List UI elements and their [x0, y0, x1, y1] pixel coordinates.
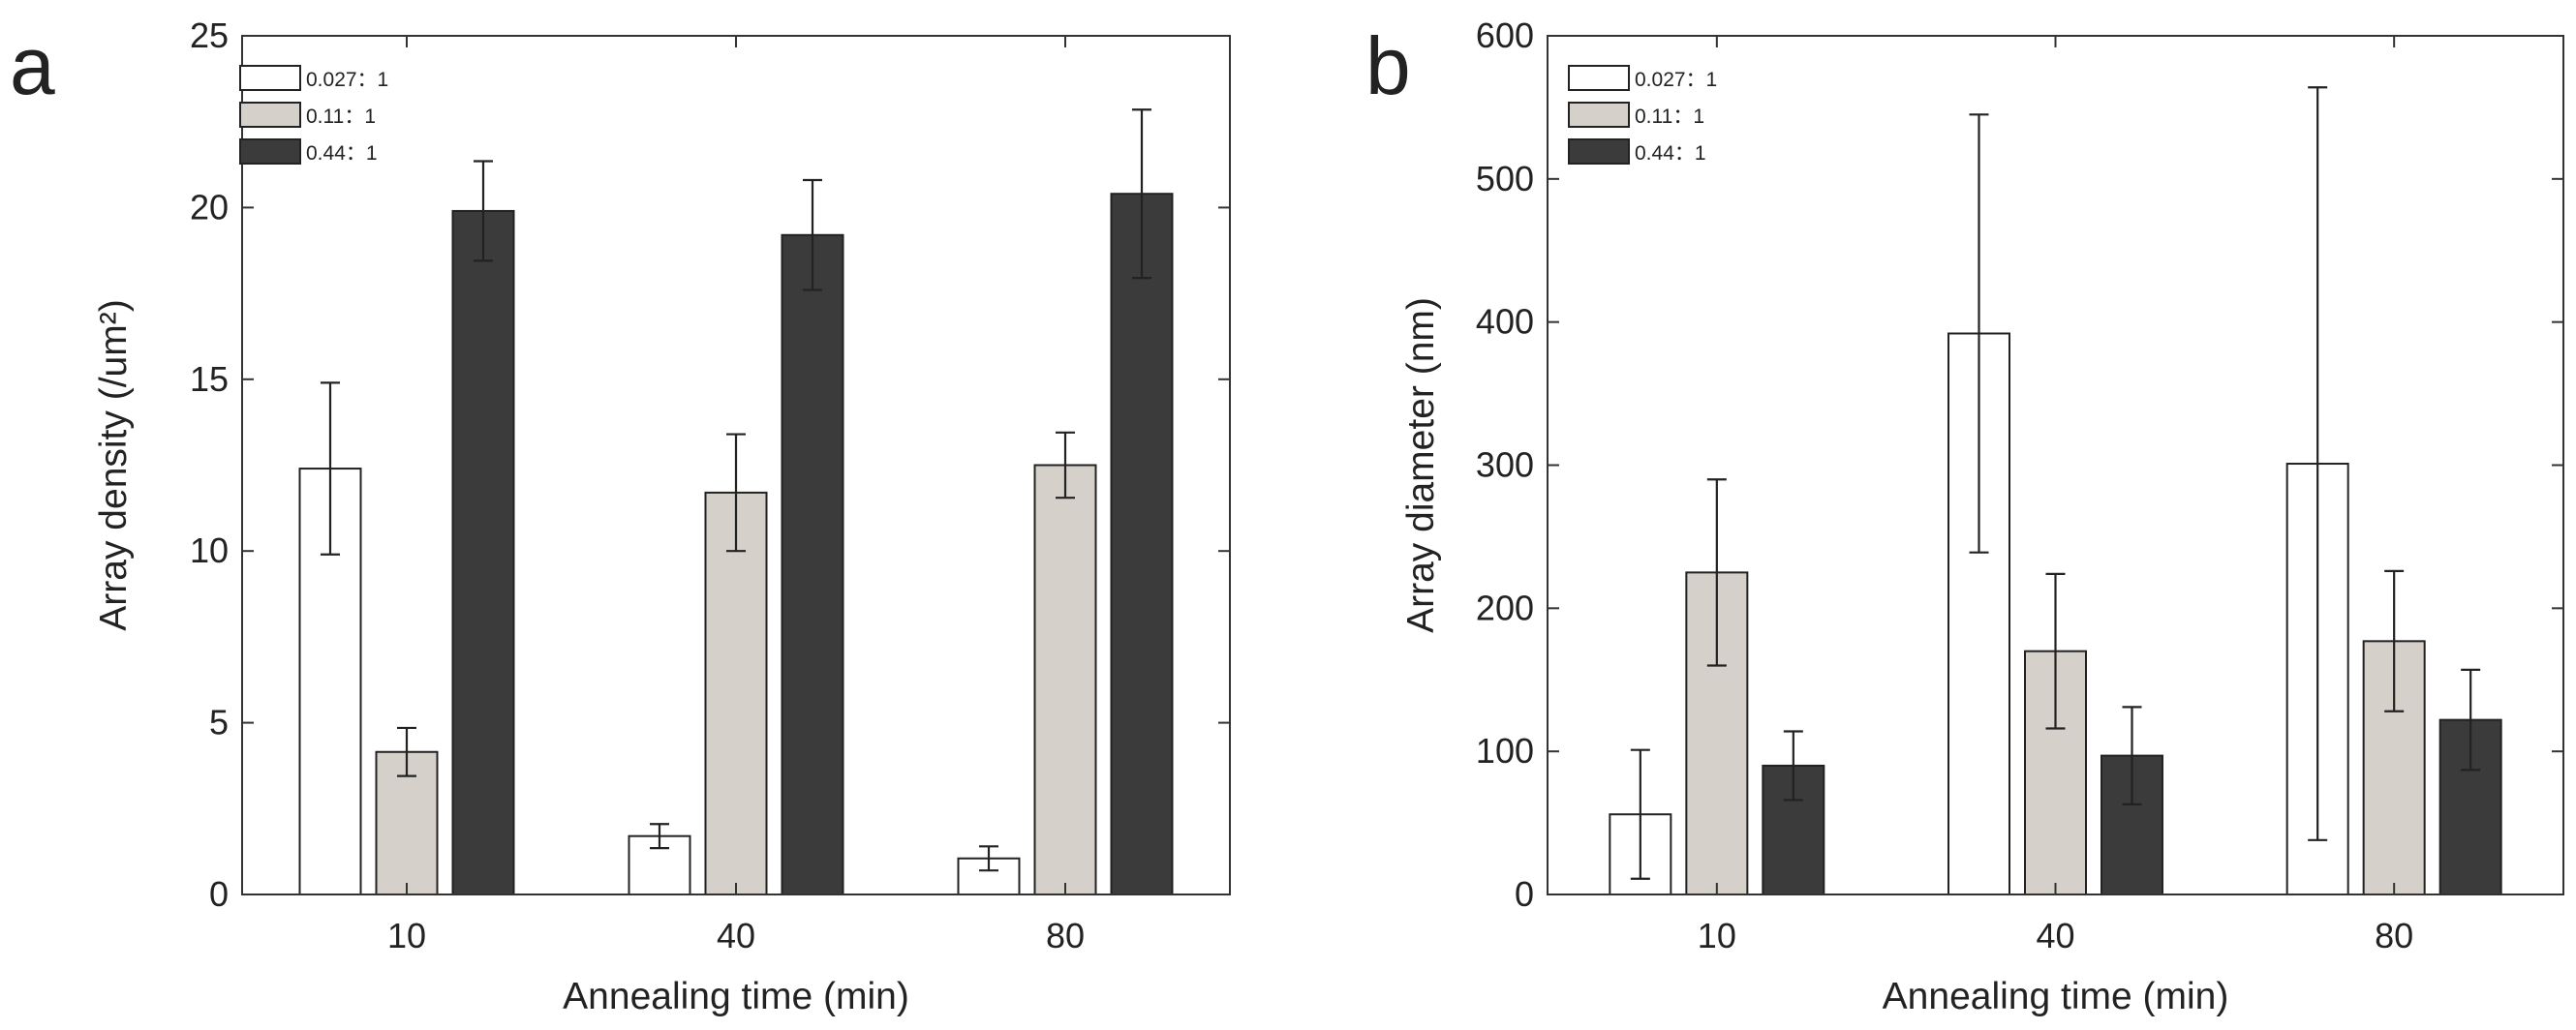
error-bar-10min-series3 [1783, 730, 1803, 802]
error-bar-10min-series1 [1630, 748, 1650, 880]
error-bar-80min-series3 [2461, 668, 2481, 772]
y-axis-title: Array density (/um²) [93, 299, 135, 630]
x-tick-label: 40 [717, 916, 755, 955]
bar-10min-series2 [375, 750, 439, 895]
legend-label-series2: 0.11：1 [306, 106, 376, 128]
y-tick-label: 0 [209, 874, 229, 914]
error-bar-10min-series2 [397, 726, 416, 777]
error-bar-80min-series2 [1056, 431, 1075, 500]
x-axis-title: Annealing time (min) [1883, 976, 2229, 1017]
y-tick-label: 600 [1476, 15, 1534, 55]
legend-swatch-series3 [1568, 138, 1630, 165]
y-tick-label: 200 [1476, 588, 1534, 627]
error-bar-40min-series1 [1969, 113, 1989, 554]
bar-10min-series3 [451, 209, 515, 895]
error-bar-10min-series2 [1706, 478, 1727, 667]
y-tick-label: 500 [1476, 159, 1534, 198]
error-bar-80min-series3 [1132, 108, 1151, 280]
legend-swatch-series2 [239, 102, 301, 128]
error-bar-10min-series3 [474, 160, 493, 262]
legend-swatch-series1 [1568, 65, 1630, 91]
y-tick-label: 0 [1515, 874, 1534, 914]
x-axis-title: Annealing time (min) [563, 976, 909, 1017]
chart-panel-b: b 0 100 200 300 400 500 600 10 40 80 Annealing time… [1365, 15, 2564, 1017]
legend-label-series1: 0.027：1 [306, 69, 388, 91]
bar-80min-series2 [1033, 464, 1097, 895]
panel-label: a [10, 20, 55, 111]
bar-40min-series2 [704, 491, 768, 895]
error-bar-40min-series2 [2045, 572, 2066, 730]
bar-40min-series3 [781, 233, 844, 895]
y-tick-label: 25 [190, 15, 229, 55]
panel-label: b [1365, 20, 1411, 111]
x-tick-label: 80 [2375, 916, 2413, 955]
y-tick-label: 5 [209, 703, 229, 742]
error-bar-40min-series2 [726, 433, 746, 553]
legend: 0.027：1 0.11：1 0.44：1 [239, 65, 388, 165]
legend-label-series3: 0.44：1 [1635, 142, 1706, 165]
y-tick-label: 20 [190, 187, 229, 227]
y-tick-label: 400 [1476, 302, 1534, 342]
bar-80min-series3 [1110, 193, 1174, 895]
legend-swatch-series2 [1568, 102, 1630, 128]
legend-swatch-series1 [239, 65, 301, 91]
x-tick-label: 40 [2036, 916, 2074, 955]
legend-label-series3: 0.44：1 [306, 142, 378, 165]
y-tick-label: 300 [1476, 445, 1534, 485]
error-bar-80min-series2 [2384, 569, 2405, 712]
chart-panel-a: a 0 5 10 15 20 25 10 40 80 Annealing time (min) Arr… [10, 15, 1231, 1017]
legend-label-series2: 0.11：1 [1635, 106, 1704, 128]
error-bar-80min-series1 [979, 845, 998, 872]
y-tick-label: 15 [190, 359, 229, 399]
x-tick-label: 10 [1698, 916, 1736, 955]
error-bar-40min-series3 [803, 178, 822, 291]
x-tick-label: 80 [1046, 916, 1085, 955]
y-tick-label: 10 [190, 530, 229, 570]
legend-swatch-series3 [239, 138, 301, 165]
error-bar-10min-series1 [321, 381, 340, 556]
error-bar-40min-series1 [650, 823, 669, 850]
y-tick-label: 100 [1476, 731, 1534, 771]
error-bar-40min-series3 [2122, 706, 2142, 805]
x-tick-label: 10 [387, 916, 426, 955]
legend: 0.027：1 0.11：1 0.44：1 [1568, 65, 1717, 165]
y-axis-title: Array diameter (nm) [1400, 297, 1442, 633]
error-bar-80min-series1 [2308, 86, 2328, 841]
legend-label-series1: 0.027：1 [1635, 69, 1717, 91]
